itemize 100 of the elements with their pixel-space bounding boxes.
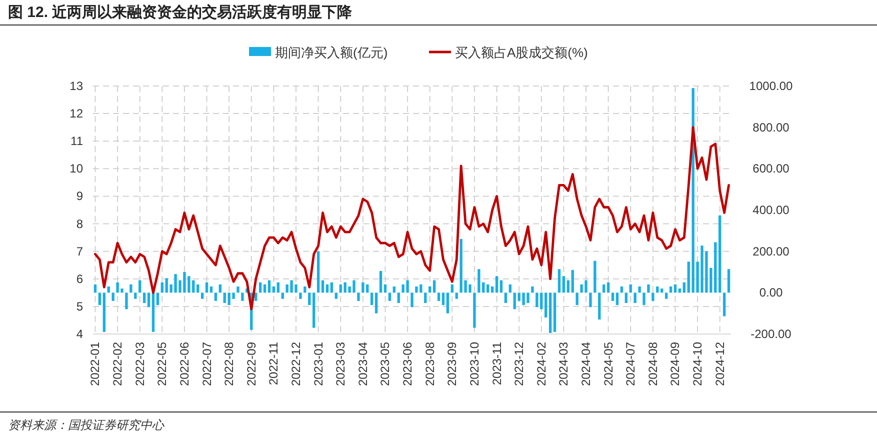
x-tick-label: 2024-05 [601, 342, 616, 386]
x-tick-label: 2022-01 [88, 342, 102, 386]
bar [442, 292, 445, 306]
x-tick-label: 2024-08 [646, 342, 660, 386]
chart-title: 图 12. 近两周以来融资资金的交易活跃度有明显下降 [8, 3, 354, 21]
bar [362, 282, 364, 293]
x-tick-label: 2022-12 [289, 342, 303, 386]
bar [272, 286, 276, 293]
y-tick-label: 5 [76, 299, 84, 314]
bar [647, 284, 650, 293]
bar [200, 292, 204, 299]
x-tick-label: 2022-08 [222, 342, 236, 386]
bar [330, 282, 334, 293]
bar [642, 292, 646, 306]
x-tick-label: 2023-04 [356, 342, 370, 386]
y2-tick-label: -200.00 [750, 327, 792, 341]
x-tick-label: 2022-02 [110, 342, 125, 386]
bar [268, 280, 271, 293]
bar [205, 282, 208, 293]
bar [624, 292, 628, 303]
x-tick-label: 2023-11 [490, 342, 504, 386]
bar [660, 288, 664, 293]
line-series [94, 126, 730, 310]
bar [544, 292, 548, 318]
bar [594, 260, 596, 293]
bar [142, 292, 146, 303]
bar [722, 292, 726, 316]
bar [602, 284, 606, 293]
bar [276, 282, 280, 293]
bar [334, 292, 338, 299]
bar [236, 286, 240, 293]
bar [620, 286, 624, 293]
bar [589, 292, 592, 308]
bar [450, 284, 454, 293]
bar [566, 280, 570, 293]
bar [281, 292, 284, 299]
bar [379, 270, 382, 293]
bar [357, 292, 360, 301]
bar [562, 276, 566, 293]
bar [669, 286, 672, 293]
x-tick-label: 2022-05 [155, 342, 170, 386]
bar [674, 284, 677, 293]
bar [321, 280, 324, 293]
bar [490, 286, 494, 293]
x-tick-label: 2022-06 [177, 342, 192, 386]
y2-tick-label: 1000.00 [749, 79, 794, 93]
bar [316, 251, 320, 293]
bar [656, 286, 659, 293]
bar [682, 282, 686, 293]
x-tick-label: 2023-05 [378, 342, 392, 386]
bar [410, 292, 414, 308]
bar [388, 292, 392, 301]
x-tick-label: 2024-03 [556, 342, 571, 386]
bar [134, 292, 137, 299]
bar [616, 292, 619, 306]
bar [147, 292, 150, 308]
bar [374, 292, 378, 314]
bar [424, 292, 427, 303]
bar [504, 292, 508, 303]
x-tick-label: 2022-09 [244, 342, 258, 386]
bar [299, 292, 302, 299]
y-tick-label: 7 [76, 244, 84, 258]
bar [218, 284, 222, 293]
bar [130, 284, 132, 293]
bar [112, 292, 114, 301]
x-tick-label: 2023-06 [400, 342, 415, 386]
bar [446, 292, 450, 314]
y-tick-label: 10 [70, 162, 84, 176]
bar [638, 286, 641, 293]
bar [634, 292, 636, 303]
bar [384, 284, 387, 293]
bar [495, 276, 498, 293]
bar [629, 284, 632, 293]
bar [196, 284, 200, 293]
bar [478, 269, 480, 293]
bar [531, 286, 534, 293]
bar [553, 292, 556, 332]
text: 资料来源：国投证券研究中心 [8, 418, 165, 432]
bar [606, 282, 610, 293]
bar [536, 292, 538, 308]
bar [508, 284, 512, 293]
bar [486, 284, 490, 293]
x-tick-label: 2024-09 [668, 342, 682, 386]
x-tick-label: 2024-12 [712, 342, 727, 386]
bar [576, 292, 578, 306]
bar [437, 292, 440, 301]
y-tick-label: 6 [76, 272, 84, 286]
legend-label: 买入额占A股成交额(%) [455, 45, 588, 60]
x-tick-label: 2024-07 [624, 342, 638, 386]
x-tick-label: 2022-07 [200, 342, 214, 386]
x-tick-label: 2023-12 [512, 342, 526, 386]
y-tick-label: 8 [76, 216, 84, 231]
bar [370, 292, 374, 306]
y-tick-label: 9 [76, 189, 84, 204]
y-tick-label: 11 [70, 134, 84, 148]
bar [548, 292, 552, 333]
bar [125, 292, 128, 310]
x-tick-label: 2024-10 [690, 342, 705, 386]
y-tick-label: 13 [70, 79, 84, 93]
x-tick-label: 2023-08 [422, 342, 437, 386]
